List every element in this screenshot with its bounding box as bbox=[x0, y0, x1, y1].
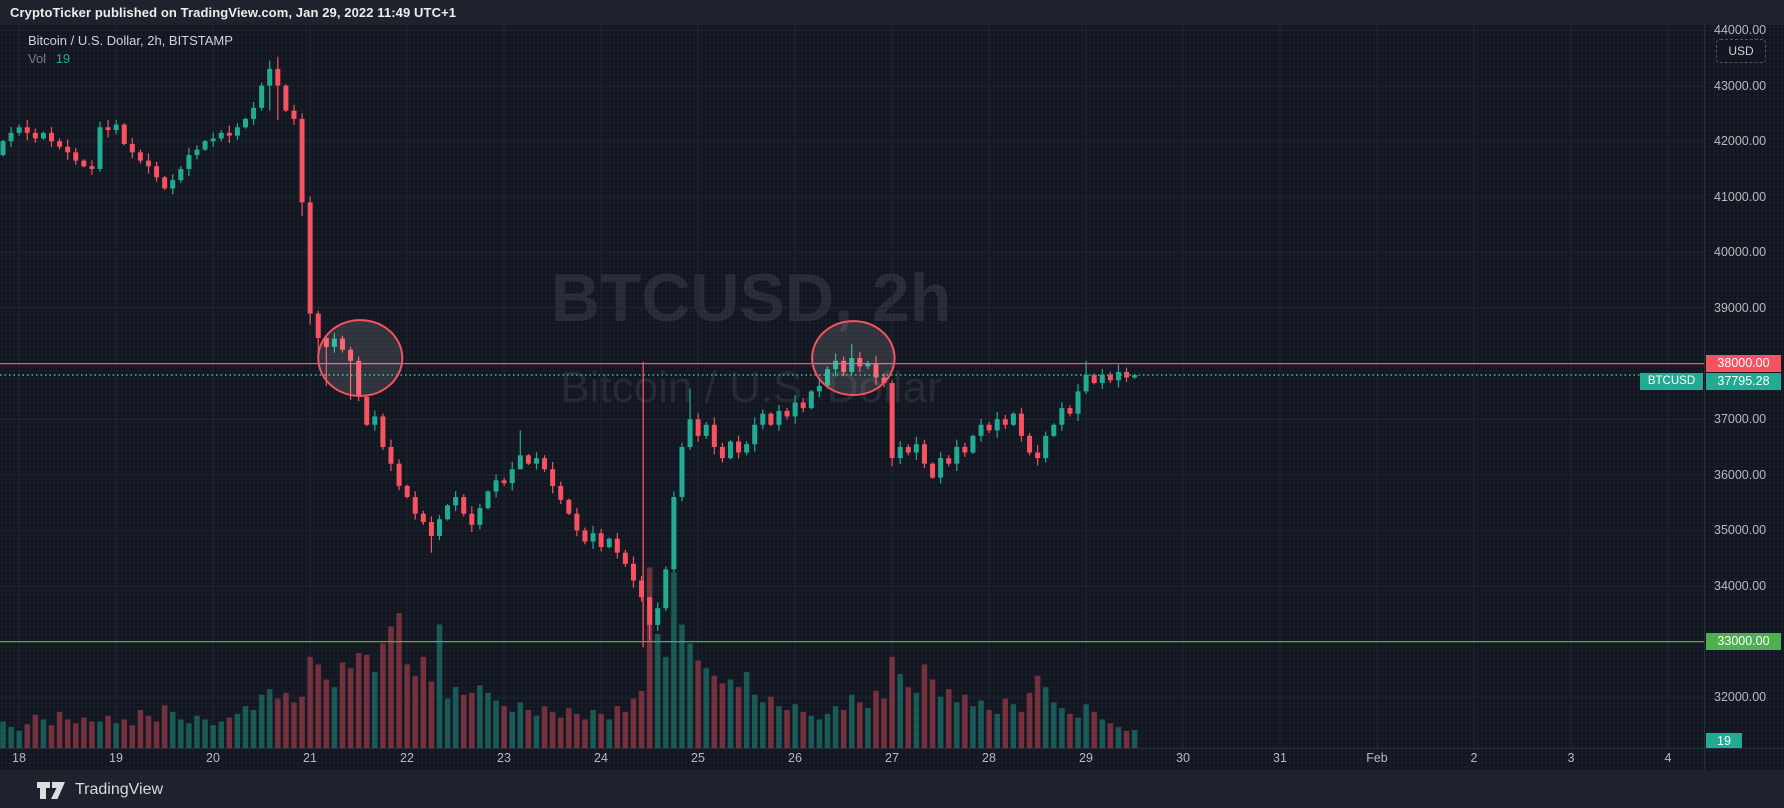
price-tick-label: 34000.00 bbox=[1714, 579, 1767, 593]
price-tick-label: 35000.00 bbox=[1714, 523, 1767, 538]
time-tick-label: 19 bbox=[109, 751, 123, 765]
time-tick-label: 25 bbox=[691, 751, 705, 765]
chart-widget[interactable]: BTCUSD, 2h Bitcoin / U.S. Dollar Bitcoin… bbox=[0, 25, 1784, 770]
last-volume-label: 19 bbox=[1706, 733, 1742, 748]
last-price-ticker-tag: BTCUSD bbox=[1640, 373, 1703, 390]
time-tick-label: 27 bbox=[885, 751, 899, 765]
price-tick-label: 32000.00 bbox=[1714, 690, 1767, 705]
time-tick-label: 30 bbox=[1176, 751, 1190, 765]
watermark-symbol: BTCUSD, 2h bbox=[550, 260, 952, 336]
time-tick-label: 20 bbox=[206, 751, 220, 765]
time-tick-label: 3 bbox=[1567, 751, 1575, 765]
last-price-label: 37795.28 bbox=[1706, 373, 1781, 390]
time-axis-divider bbox=[0, 748, 1784, 749]
price-tick-label: 43000.00 bbox=[1714, 78, 1767, 93]
time-tick-label: 28 bbox=[982, 751, 996, 765]
price-tick-label: 39000.00 bbox=[1714, 301, 1767, 315]
time-tick-label: 2 bbox=[1470, 751, 1478, 765]
volume-value: 19 bbox=[55, 51, 71, 66]
price-tick-label: 44000.00 bbox=[1714, 25, 1767, 37]
time-tick-label: 26 bbox=[788, 751, 802, 765]
time-tick-label: 22 bbox=[400, 751, 414, 765]
time-tick-label: 31 bbox=[1273, 751, 1287, 765]
price-tick-label: 37000.00 bbox=[1714, 412, 1767, 427]
price-tick-label: 41000.00 bbox=[1714, 189, 1767, 204]
time-tick-label: 21 bbox=[303, 751, 317, 765]
currency-toggle-button[interactable]: USD bbox=[1716, 39, 1766, 63]
chart-legend: Bitcoin / U.S. Dollar, 2h, BITSTAMP Vol … bbox=[28, 33, 233, 66]
resistance-price-label: 38000.00 bbox=[1706, 355, 1781, 372]
tradingview-logo-text: TradingView bbox=[75, 781, 164, 798]
support-price-label: 33000.00 bbox=[1706, 633, 1781, 650]
price-tick-label: 42000.00 bbox=[1714, 134, 1767, 149]
time-axis[interactable]: 18 19 20 21 22 23 24 25 26 27 28 29 30 31 Feb 2 3 4 bbox=[0, 748, 1704, 770]
time-tick-label: 18 bbox=[12, 751, 26, 765]
attribution-bar: CryptoTicker published on TradingView.co… bbox=[0, 0, 1784, 25]
volume-label: Vol bbox=[28, 51, 47, 66]
chart-canvas[interactable]: BTCUSD, 2h Bitcoin / U.S. Dollar Bitcoin… bbox=[0, 25, 1704, 748]
tradingview-logo-icon bbox=[37, 782, 65, 799]
candlestick-volume-chart[interactable] bbox=[0, 25, 1704, 748]
time-tick-label: 23 bbox=[497, 751, 511, 765]
price-axis[interactable]: USD 44000.00 43000.00 42000.00 41000.00 4000… bbox=[1704, 25, 1784, 770]
price-tick-label: 40000.00 bbox=[1714, 245, 1767, 260]
legend-volume-row: Vol 19 bbox=[28, 51, 233, 66]
price-tick-label: 36000.00 bbox=[1714, 467, 1767, 482]
time-tick-label: 24 bbox=[594, 751, 608, 765]
time-tick-label: 29 bbox=[1079, 751, 1093, 765]
tradingview-footer[interactable]: TradingView bbox=[36, 778, 163, 802]
attribution-text: CryptoTicker published on TradingView.co… bbox=[10, 5, 457, 20]
time-tick-label: Feb bbox=[1366, 751, 1388, 765]
time-tick-label: 4 bbox=[1664, 751, 1672, 765]
legend-symbol: Bitcoin / U.S. Dollar, 2h, BITSTAMP bbox=[28, 33, 233, 48]
